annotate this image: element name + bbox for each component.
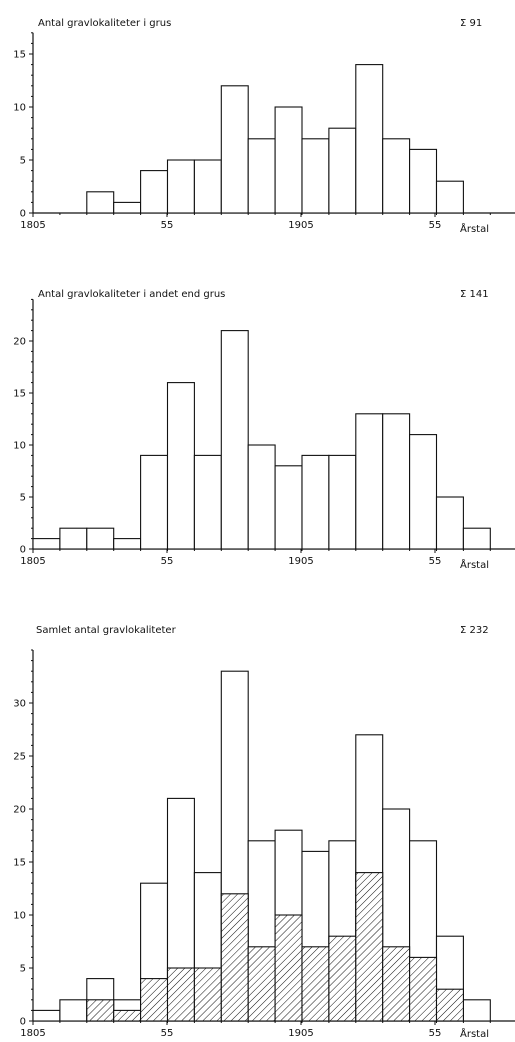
bar — [140, 454, 169, 550]
bar-hatched — [435, 988, 464, 1022]
bar — [409, 434, 438, 550]
x-tick-label: 55 — [429, 556, 442, 567]
x-axis-label: Årstal — [460, 222, 489, 235]
bar-hatched — [140, 978, 169, 1022]
x-tick-label: 1805 — [20, 1028, 45, 1039]
bar — [32, 538, 61, 550]
y-tick-label: 15 — [13, 389, 26, 400]
bar — [59, 527, 88, 550]
bar — [220, 330, 249, 550]
bar — [355, 413, 384, 550]
bar — [113, 201, 142, 214]
y-tick-label: 10 — [13, 911, 26, 922]
bar — [86, 191, 115, 214]
bar — [247, 138, 276, 214]
bar — [113, 538, 142, 550]
bar — [328, 127, 357, 214]
x-tick-label: 1905 — [288, 556, 313, 567]
x-tick-label: 55 — [429, 220, 442, 231]
bar-hatched — [113, 1009, 142, 1022]
y-tick-label: 10 — [13, 441, 26, 452]
y-tick-label: 5 — [20, 493, 26, 504]
y-tick-label: 5 — [20, 964, 26, 975]
y-tick-label: 30 — [13, 699, 26, 710]
bar — [140, 170, 169, 214]
bar-hatched — [247, 946, 276, 1022]
bar — [32, 1009, 61, 1022]
bar — [355, 64, 384, 214]
y-tick-label: 0 — [20, 1017, 26, 1028]
bar — [193, 159, 222, 214]
x-tick-label: 1905 — [288, 1028, 313, 1039]
bar-hatched — [220, 893, 249, 1022]
bar — [220, 85, 249, 214]
bar-hatched — [86, 999, 115, 1022]
x-axis-label: Årstal — [460, 558, 489, 571]
bar-hatched — [301, 946, 330, 1022]
chart-title: Antal gravlokaliteter i grus — [38, 18, 171, 29]
bar — [382, 138, 411, 214]
bar — [166, 159, 195, 214]
bar — [462, 527, 491, 550]
bar — [193, 454, 222, 550]
bar — [462, 999, 491, 1022]
bar-hatched — [355, 872, 384, 1022]
x-axis-label: Årstal — [460, 1027, 489, 1040]
y-tick-label: 25 — [13, 752, 26, 763]
x-tick-label: 1805 — [20, 556, 45, 567]
chart-title: Samlet antal gravlokaliteter — [36, 625, 177, 636]
bar-hatched — [409, 956, 438, 1022]
bar — [301, 138, 330, 214]
bar — [328, 454, 357, 550]
bar — [274, 106, 303, 214]
bar — [247, 444, 276, 550]
chart-title: Antal gravlokaliteter i andet end grus — [38, 289, 225, 300]
bar — [59, 999, 88, 1022]
y-tick-label: 15 — [13, 858, 26, 869]
y-tick-label: 10 — [13, 103, 26, 114]
bar — [435, 496, 464, 550]
bar — [409, 148, 438, 214]
x-tick-label: 55 — [429, 1028, 442, 1039]
bar — [301, 454, 330, 550]
bar — [86, 527, 115, 550]
x-tick-label: 55 — [161, 1028, 174, 1039]
chart-andet-end-grus: Antal gravlokaliteter i andet end grus Σ… — [13, 289, 515, 571]
y-tick-label: 0 — [20, 209, 26, 220]
x-tick-label: 1805 — [20, 220, 45, 231]
x-tick-label: 1905 — [288, 220, 313, 231]
y-tick-label: 15 — [13, 50, 26, 61]
bar — [274, 465, 303, 550]
bar-hatched — [193, 967, 222, 1022]
bar — [382, 413, 411, 550]
chart-total: Σ 91 — [460, 18, 482, 29]
chart-total: Σ 141 — [460, 289, 489, 300]
chart-total: Σ 232 — [460, 625, 489, 636]
bar-hatched — [274, 914, 303, 1022]
y-tick-label: 5 — [20, 156, 26, 167]
bar-hatched — [166, 967, 195, 1022]
chart-samlet: Samlet antal gravlokaliteter Σ 232 Årsta… — [13, 625, 515, 1040]
bar — [435, 180, 464, 214]
y-tick-label: 20 — [13, 805, 26, 816]
y-tick-label: 0 — [20, 545, 26, 556]
x-tick-label: 55 — [161, 556, 174, 567]
bar — [166, 382, 195, 550]
bar-hatched — [328, 935, 357, 1022]
y-tick-label: 20 — [13, 337, 26, 348]
bar-hatched — [382, 946, 411, 1022]
x-tick-label: 55 — [161, 220, 174, 231]
chart-grus: Antal gravlokaliteter i grus Σ 91 Årstal… — [13, 18, 515, 235]
